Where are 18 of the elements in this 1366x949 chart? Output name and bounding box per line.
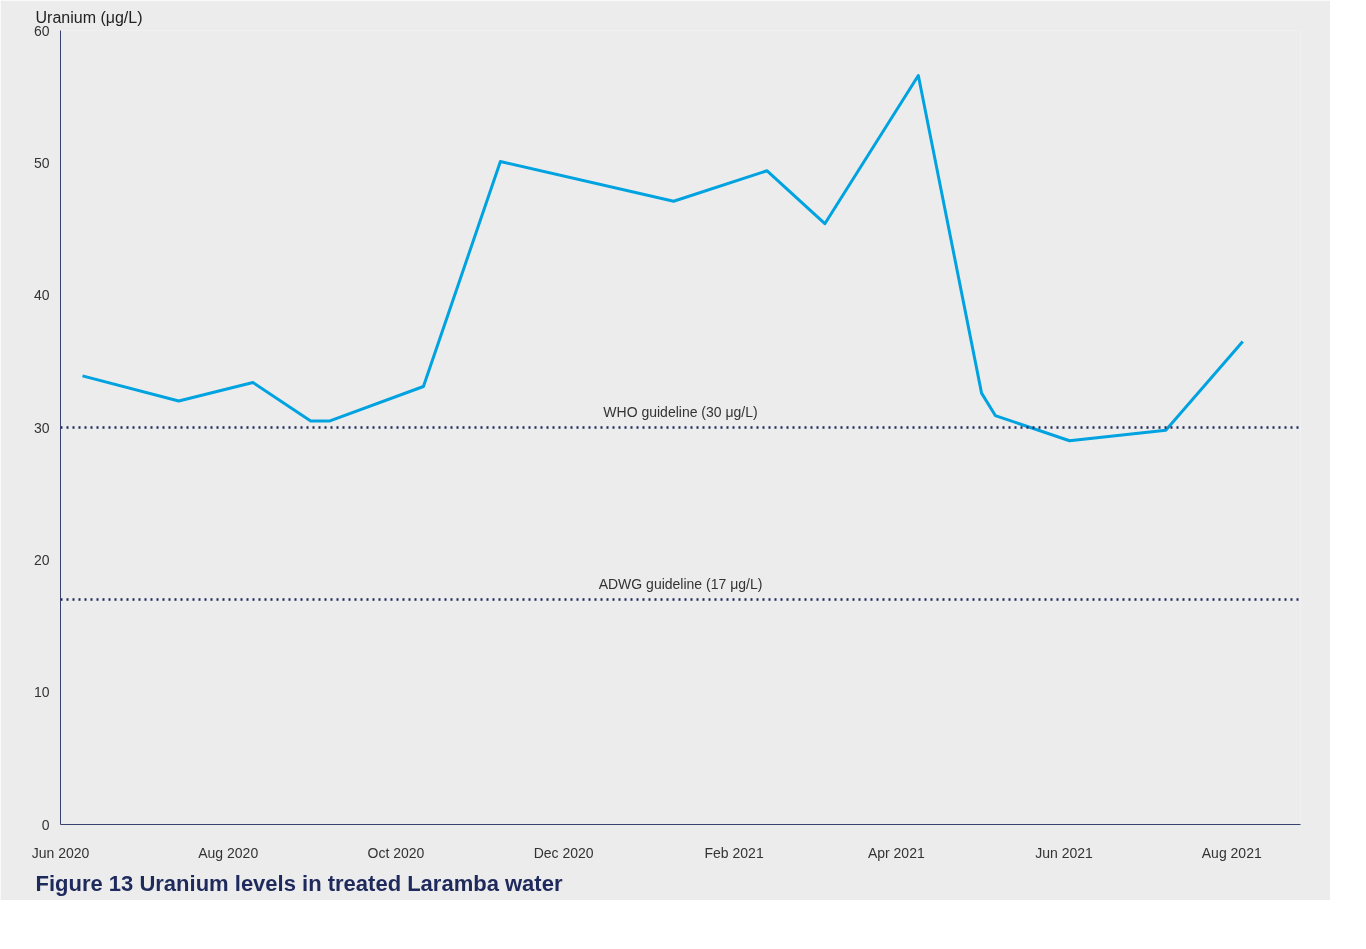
- x-tick-label: Jun 2020: [31, 844, 90, 861]
- y-tick-label: 30: [33, 419, 50, 436]
- x-tick-label: Apr 2021: [867, 844, 925, 861]
- ref-line-label: WHO guideline (30 μg/L): [603, 403, 758, 420]
- text: Figure 13 Uranium levels in treated Laramba water: [35, 870, 563, 896]
- x-tick-label: Dec 2020: [533, 844, 594, 861]
- y-tick-label: 10: [33, 684, 50, 701]
- y-tick-label: 0: [41, 816, 50, 833]
- ref-line-label: ADWG guideline (17 μg/L): [598, 575, 763, 592]
- x-tick-label: Feb 2021: [704, 844, 764, 861]
- line-series: [81, 73, 1245, 443]
- x-tick-label: Aug 2020: [198, 844, 259, 861]
- x-tick-label: Jun 2021: [1035, 844, 1094, 861]
- x-tick-label: Aug 2021: [1201, 844, 1262, 861]
- x-tick-label: Oct 2020: [367, 844, 425, 861]
- y-tick-label: 40: [33, 287, 50, 304]
- y-tick-label: 50: [33, 154, 50, 171]
- y-tick-label: 20: [33, 551, 50, 568]
